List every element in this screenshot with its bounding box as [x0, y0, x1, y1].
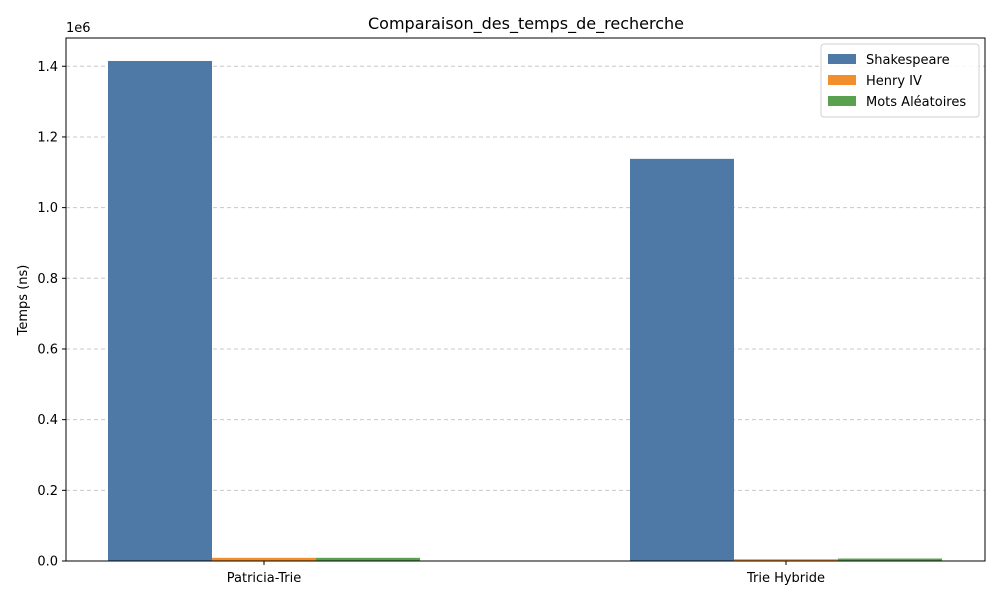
bar: [734, 559, 838, 561]
axes: 0.0 0.2 0.4 0.6 0.8 1.0 1.2 1.4 Patricia-Trie Tri…: [37, 37, 986, 586]
legend-label: Henry IV: [866, 74, 922, 89]
y-tick-label: 0.2: [37, 484, 58, 499]
x-tick-label: Trie Hybride: [746, 571, 825, 586]
legend: Shakespeare Henry IV Mots Aléatoires: [820, 43, 980, 118]
legend-box: [820, 43, 980, 118]
y-axis-offset-text: 1e6: [66, 21, 91, 36]
legend-swatch: [828, 75, 856, 85]
legend-label: Mots Aléatoires: [866, 95, 966, 110]
y-tick-label: 0.4: [37, 413, 58, 428]
y-tick-label: 0.6: [37, 342, 58, 357]
plot-frame: [65, 37, 986, 562]
bar: [630, 158, 734, 561]
y-tick-label: 1.4: [37, 60, 58, 75]
legend-swatch: [828, 96, 856, 106]
y-tick-label: 0.8: [37, 272, 58, 287]
bar: [212, 557, 316, 561]
y-tick-label: 0.0: [37, 555, 58, 570]
chart-title: Comparaison_des_temps_de_recherche: [368, 14, 684, 34]
x-tick-label: Patricia-Trie: [227, 571, 301, 586]
y-axis-title: Temps (ns): [16, 265, 31, 337]
legend-label: Shakespeare: [866, 53, 950, 68]
y-tick-label: 1.2: [37, 130, 58, 145]
bars: [108, 60, 942, 561]
bar: [316, 557, 420, 561]
legend-swatch: [828, 54, 856, 64]
bar: [838, 558, 942, 561]
y-tick-label: 1.0: [37, 201, 58, 216]
bar: [108, 60, 212, 561]
